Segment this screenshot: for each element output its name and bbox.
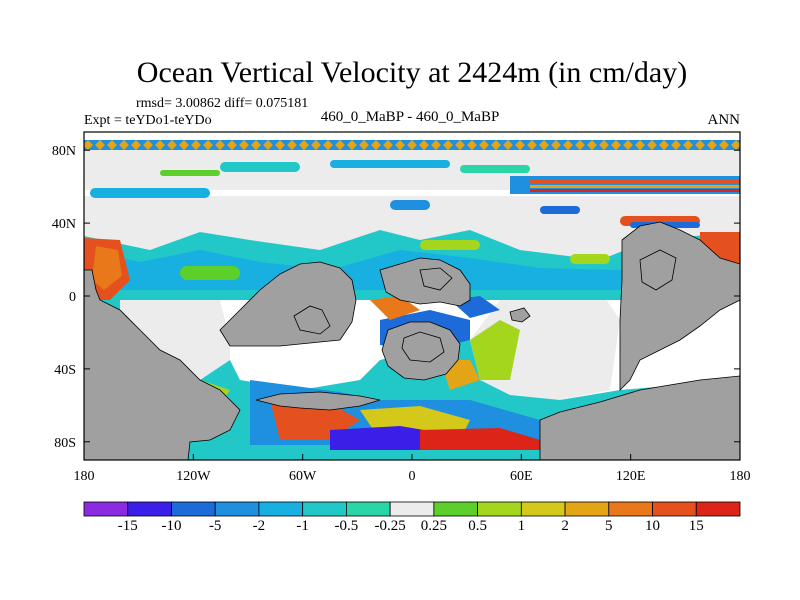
chart-title: Ocean Vertical Velocity at 2424m (in cm/…	[137, 56, 687, 89]
colorbar-box	[652, 501, 697, 517]
y-tick-labels: 80N 40N 0 40S 80S	[52, 144, 76, 451]
land-north-america	[84, 269, 241, 460]
colorbar-box	[520, 501, 566, 517]
x-tick-label: 60W	[289, 469, 317, 484]
map-plot	[84, 132, 740, 460]
colorbar-box	[608, 501, 653, 517]
colorbar-label: 10	[645, 518, 660, 534]
x-tick-label: 60E	[510, 469, 533, 484]
colorbar-box	[214, 501, 260, 517]
colorbar-label: 15	[689, 518, 704, 534]
land-small-island	[509, 307, 531, 323]
colorbar-label: -1	[296, 518, 309, 534]
land-antarctica	[255, 391, 381, 411]
colorbar-box	[695, 501, 741, 517]
season-label: ANN	[708, 112, 741, 128]
north-streaks	[90, 160, 740, 214]
colorbar-box	[389, 501, 435, 517]
arctic-stipple	[84, 140, 740, 150]
y-tick-lines	[84, 149, 740, 443]
colorbar-box	[433, 501, 479, 517]
colorbar-box	[302, 501, 347, 517]
colorbar-label: 0.5	[468, 518, 487, 534]
colorbar-label: -2	[253, 518, 266, 534]
colorbar-box	[83, 501, 129, 517]
colorbar-label: -10	[161, 518, 181, 534]
colorbar-label: -0.5	[335, 518, 359, 534]
colorbar-box	[171, 501, 216, 517]
y-tick-label: 80N	[52, 144, 76, 159]
land-masses	[84, 221, 740, 460]
land-ring-continent	[381, 321, 461, 381]
x-tick-label: 120E	[616, 469, 646, 484]
land-central-continent	[379, 257, 471, 307]
colorbar-box	[258, 501, 304, 517]
colorbar-box	[345, 501, 391, 517]
colorbar-label: 2	[561, 518, 569, 534]
colorbar-labels: -15 -10 -5 -2 -1 -0.5 -0.25 0.25 0.5 1 2…	[118, 518, 704, 534]
colorbar-box	[127, 501, 172, 517]
land-west-continent	[219, 261, 357, 347]
colorbar-label: 5	[605, 518, 613, 534]
subtitle: 460_0_MaBP - 460_0_MaBP	[321, 109, 500, 125]
y-tick-label: 0	[69, 290, 76, 305]
colorbar-box	[477, 501, 522, 517]
x-tick-label: 0	[409, 469, 416, 484]
land-east-continent	[619, 221, 740, 391]
colorbar-label: -5	[209, 518, 222, 534]
land-south-polar	[539, 375, 740, 460]
y-tick-label: 80S	[54, 436, 76, 451]
x-tick-labels: 180 120W 60W 0 60E 120E 180	[74, 469, 751, 484]
y-tick-label: 40N	[52, 217, 76, 232]
colorbar-box	[564, 501, 610, 517]
colorbar	[83, 501, 741, 517]
colorbar-label: -15	[118, 518, 138, 534]
stats-line: rmsd= 3.00862 diff= 0.075181	[136, 96, 308, 111]
x-tick-label: 120W	[176, 469, 211, 484]
colorbar-label: 0.25	[421, 518, 447, 534]
expt-label: Expt = teYDo1-teYDo	[84, 113, 212, 128]
colorbar-label: 1	[518, 518, 526, 534]
y-tick-label: 40S	[54, 363, 76, 378]
x-tick-lines	[83, 454, 741, 460]
x-tick-label: 180	[74, 469, 95, 484]
x-tick-label: 180	[730, 469, 751, 484]
coastline-details	[293, 249, 677, 363]
colorbar-label: -0.25	[375, 518, 406, 534]
